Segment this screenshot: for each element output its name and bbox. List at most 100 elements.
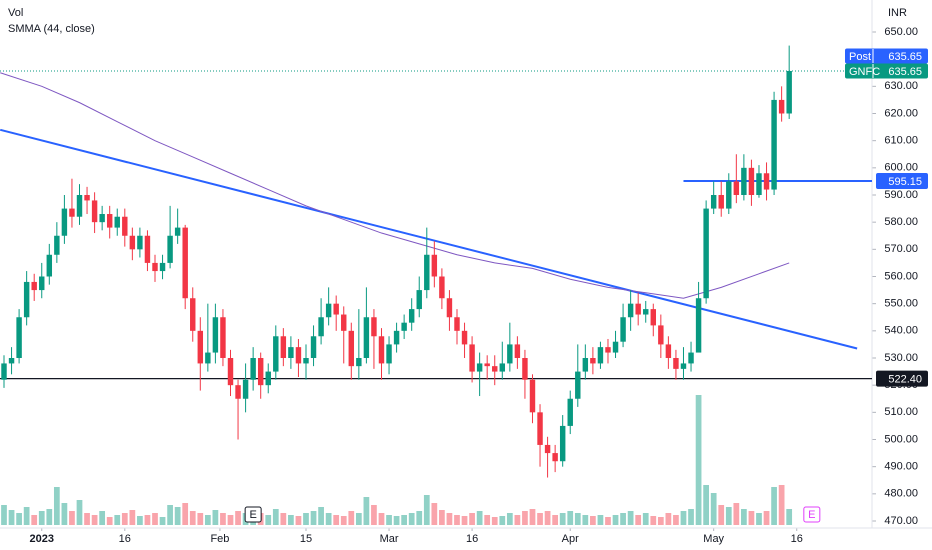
event-label: E xyxy=(249,509,256,521)
volume-label: Vol xyxy=(8,7,23,19)
volume-bar xyxy=(235,511,241,525)
candle-body xyxy=(680,363,687,369)
volume-bar xyxy=(506,513,513,525)
candle-body xyxy=(605,347,611,353)
volume-bar xyxy=(688,509,694,525)
candle-body xyxy=(408,309,415,323)
volume-bar xyxy=(91,515,98,525)
volume-bar xyxy=(552,515,559,525)
y-tick-label: 540.00 xyxy=(884,325,918,337)
candle-body xyxy=(665,344,672,358)
candle-body xyxy=(174,227,181,236)
candle-body xyxy=(537,412,543,445)
volume-bar xyxy=(393,516,400,525)
candle-body xyxy=(99,214,105,223)
volume-bar xyxy=(69,511,75,525)
volume-bar xyxy=(401,515,408,525)
volume-bar xyxy=(189,511,196,525)
volume-bar xyxy=(31,515,38,525)
volume-bar xyxy=(280,513,287,525)
y-tick-label: 530.00 xyxy=(884,352,918,364)
level-label: 522.40 xyxy=(888,374,922,386)
y-tick-label: 600.00 xyxy=(884,162,918,174)
candle-body xyxy=(710,195,717,209)
candle-body xyxy=(242,379,249,399)
candle-body xyxy=(778,99,785,114)
candle-body xyxy=(620,317,626,342)
candle-body xyxy=(46,254,53,277)
volume-bar xyxy=(137,516,143,525)
volume-bar xyxy=(114,515,121,525)
volume-bar xyxy=(38,511,45,525)
smma-line xyxy=(0,72,790,299)
candle-body xyxy=(39,276,45,291)
candle-body xyxy=(575,371,581,399)
volume-bar xyxy=(469,513,475,525)
volume-bar xyxy=(582,515,589,525)
candle-body xyxy=(129,235,136,250)
candle-body xyxy=(348,330,355,367)
candle-body xyxy=(152,262,158,272)
candle-body xyxy=(84,195,90,201)
candle-body xyxy=(635,303,641,315)
candle-body xyxy=(333,303,339,315)
candle-body xyxy=(288,347,294,358)
x-tick-label: 16 xyxy=(791,533,803,545)
candle-body xyxy=(371,317,377,337)
trendline xyxy=(0,128,858,350)
y-tick-label: 500.00 xyxy=(884,433,918,445)
candle-body xyxy=(227,358,234,386)
volume-bar xyxy=(1,505,7,525)
price-label-box xyxy=(845,63,928,79)
volume-bar xyxy=(76,500,83,525)
candle-body xyxy=(220,317,226,358)
volume-bar xyxy=(363,497,370,525)
volume-bar xyxy=(212,510,219,525)
volume-bar xyxy=(657,517,664,525)
candle-body xyxy=(567,398,573,426)
x-tick-label: May xyxy=(703,533,724,545)
candle-body xyxy=(499,363,506,372)
volume-bar xyxy=(559,513,566,525)
volume-bar xyxy=(386,515,392,525)
volume-bar xyxy=(53,487,60,525)
candle-body xyxy=(76,195,83,217)
volume-bar xyxy=(718,505,725,525)
candle-body xyxy=(273,336,279,372)
y-tick-label: 650.00 xyxy=(884,26,918,38)
candle-body xyxy=(16,317,22,358)
volume-bar xyxy=(703,485,710,525)
candle-body xyxy=(190,298,196,331)
volume-bar xyxy=(635,515,642,525)
volume-bar xyxy=(771,487,777,525)
candle-body xyxy=(461,330,468,345)
candle-body xyxy=(597,347,604,364)
volume-bar xyxy=(567,511,574,525)
candle-body xyxy=(303,358,309,364)
candle-body xyxy=(476,363,483,372)
candle-body xyxy=(673,358,679,369)
candle-body xyxy=(507,344,513,364)
price-label-value: 635.65 xyxy=(888,66,922,78)
volume-bar xyxy=(288,515,294,525)
volume-bar xyxy=(590,516,596,525)
candle-body xyxy=(356,358,362,367)
volume-bar xyxy=(23,507,30,525)
candle-body xyxy=(590,358,596,364)
x-tick-label: Apr xyxy=(562,533,579,545)
volume-bar xyxy=(204,515,211,525)
volume-bar xyxy=(333,515,340,525)
y-tick-label: 480.00 xyxy=(884,488,918,500)
candle-body xyxy=(106,214,113,228)
level-label-box xyxy=(876,370,928,387)
level-label: 595.15 xyxy=(888,176,922,188)
currency-label: INR xyxy=(888,7,907,19)
candle-body xyxy=(733,181,740,195)
candle-body xyxy=(544,444,551,454)
candle-body xyxy=(469,344,475,372)
candle-body xyxy=(748,167,755,195)
candle-body xyxy=(91,200,98,223)
candle-body xyxy=(212,317,219,353)
price-label-name: Post xyxy=(849,51,871,63)
